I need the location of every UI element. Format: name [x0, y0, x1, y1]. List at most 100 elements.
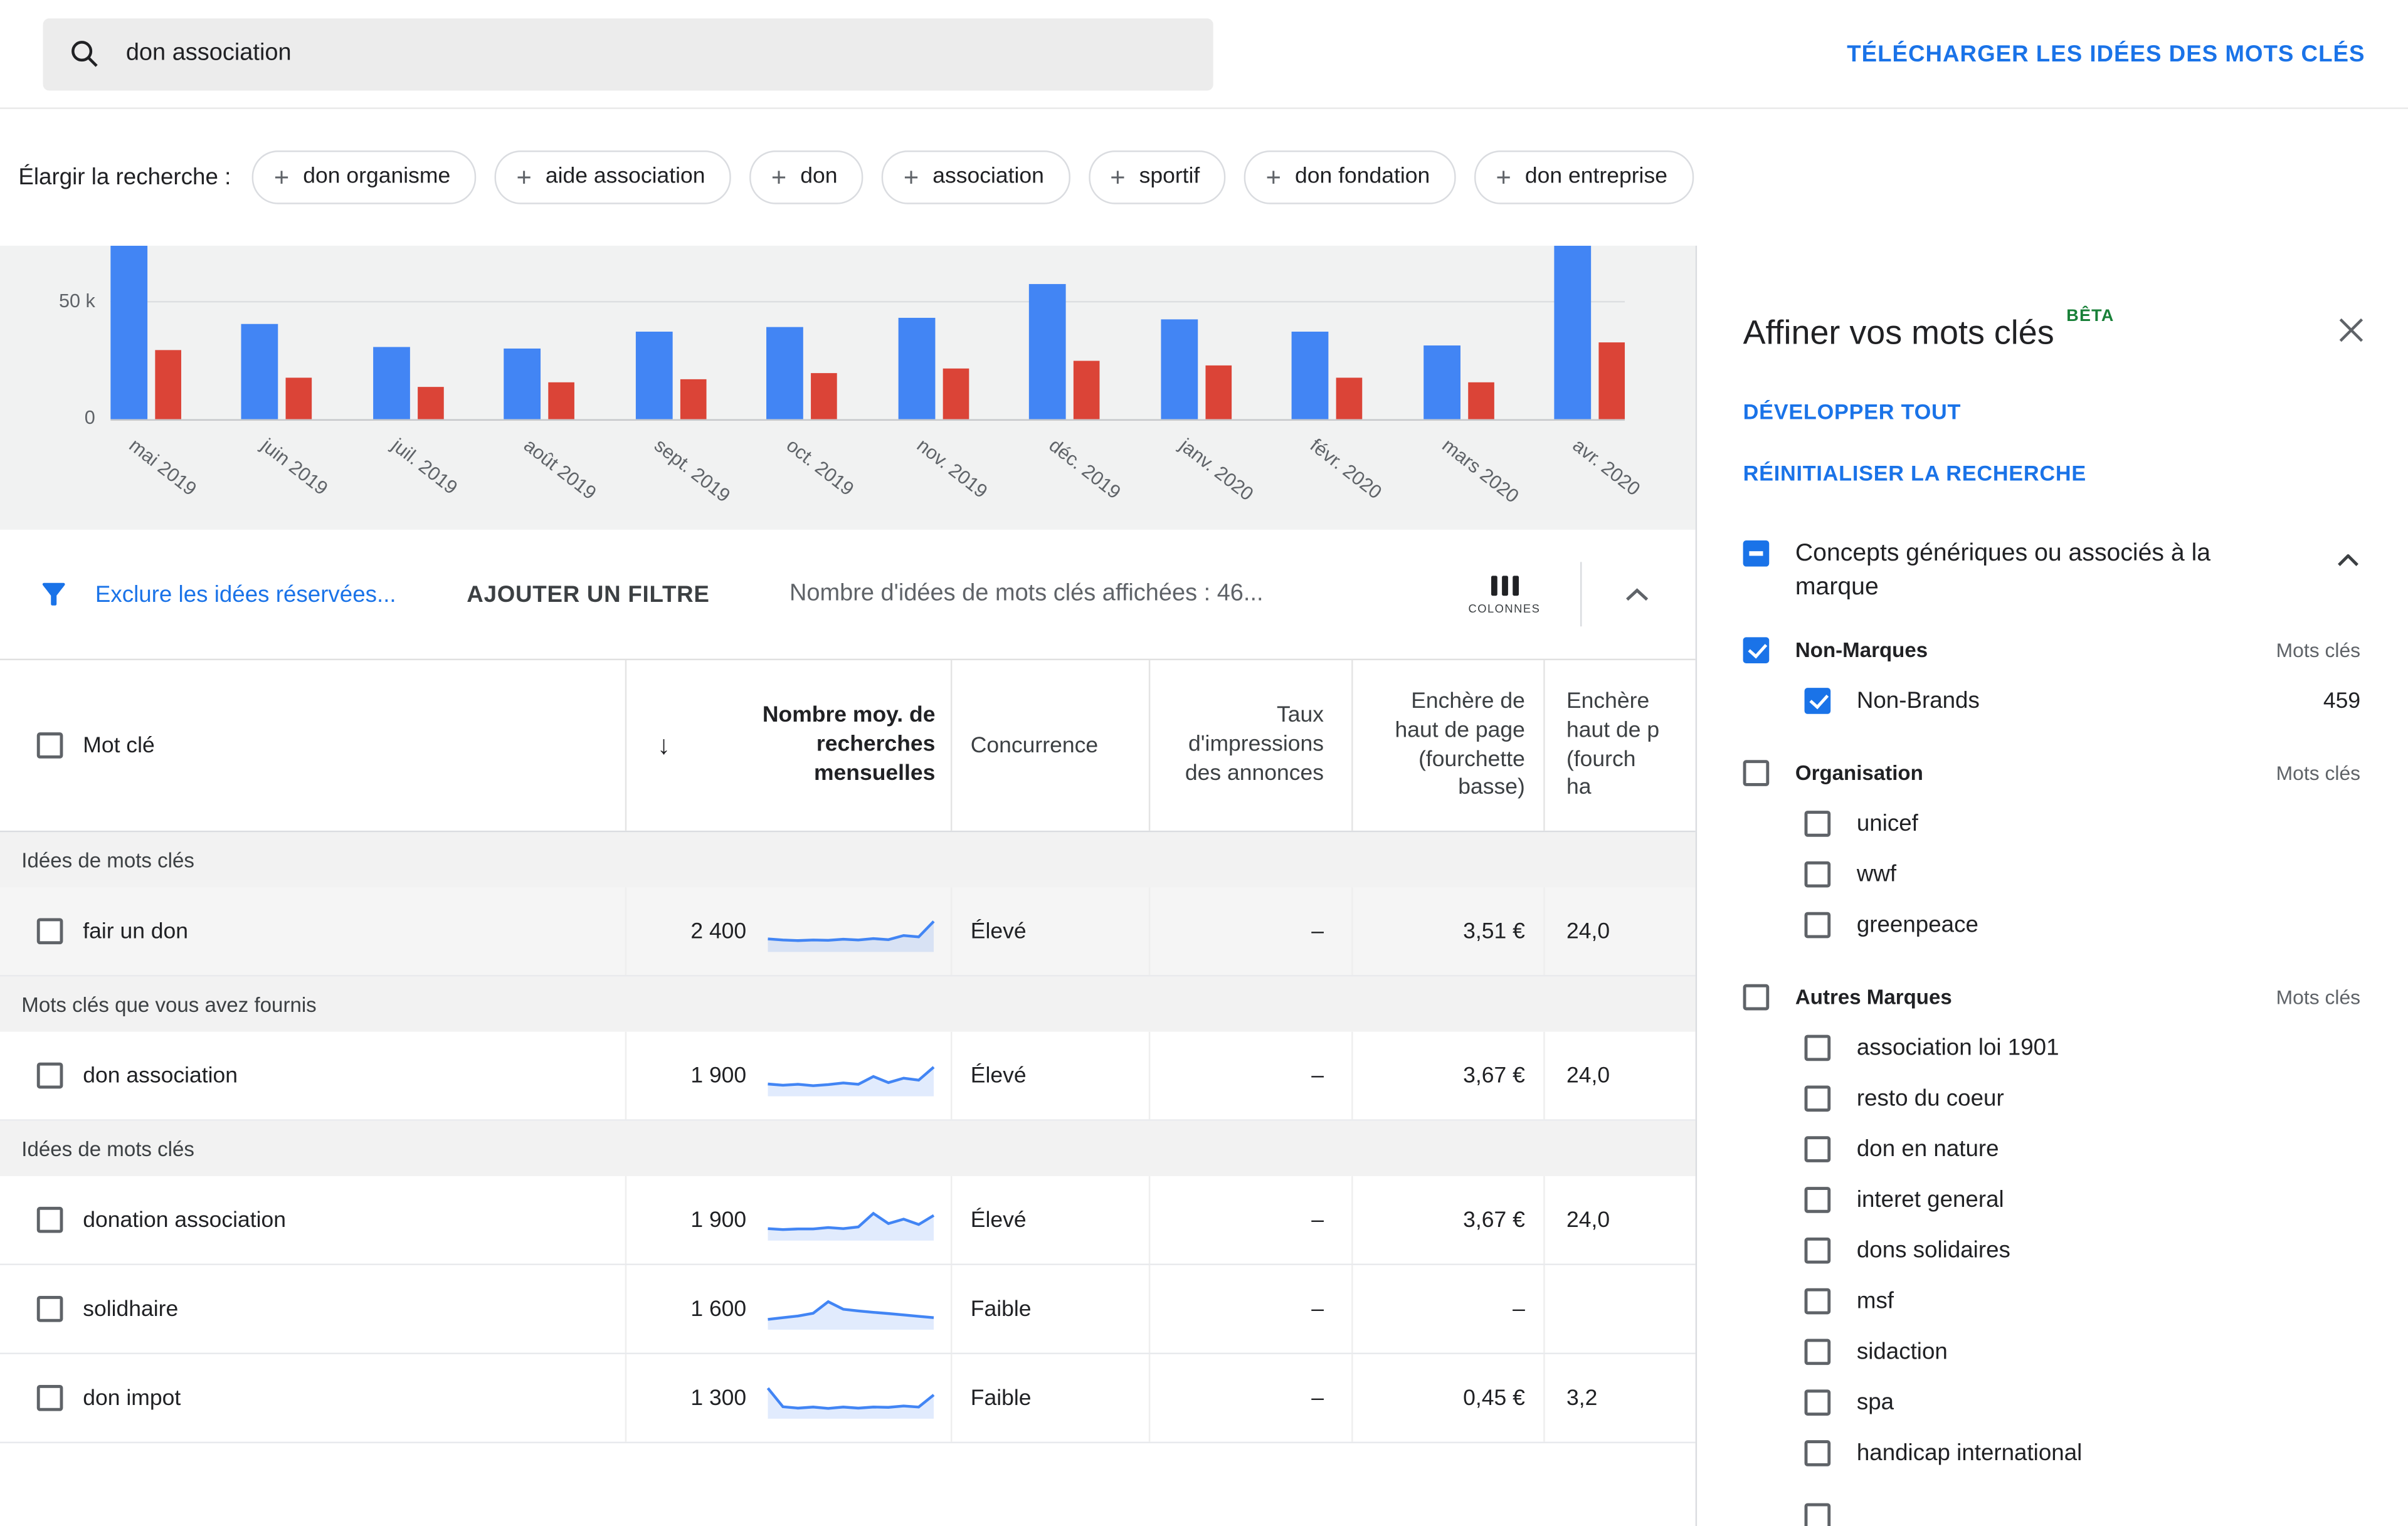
- x-axis-label: oct. 2019: [782, 434, 857, 500]
- table-row[interactable]: solidhaire 1 600 Faible – –: [0, 1265, 1696, 1354]
- checkbox[interactable]: [1743, 760, 1770, 787]
- checkbox[interactable]: [1805, 811, 1831, 838]
- broaden-search-row: Élargir la recherche : +don organisme +a…: [0, 109, 2408, 245]
- table-row[interactable]: donation association 1 900 Élevé – 3,67 …: [0, 1176, 1696, 1265]
- checkbox[interactable]: [1805, 1339, 1831, 1366]
- checkbox[interactable]: [1805, 1187, 1831, 1214]
- row-checkbox[interactable]: [37, 1296, 63, 1322]
- row-checkbox[interactable]: [37, 1385, 63, 1411]
- download-keyword-ideas-link[interactable]: TÉLÉCHARGER LES IDÉES DES MOTS CLÉS: [1847, 41, 2365, 67]
- section-header-keyword-ideas: Idées de mots clés: [0, 832, 1696, 887]
- header-keyword[interactable]: Mot clé: [0, 660, 625, 831]
- refine-group-label: Concepts génériques ou associés à la mar…: [1795, 537, 2256, 604]
- impression-share-cell: –: [1149, 888, 1351, 976]
- header-top-bid-low[interactable]: Enchère de haut de page (fourchette bass…: [1351, 660, 1543, 831]
- y-axis-tick-0: 0: [37, 407, 95, 428]
- columns-button[interactable]: COLONNES: [1468, 574, 1540, 615]
- refine-panel-title: Affiner vos mots clés: [1743, 313, 2054, 354]
- refine-item-label: spa: [1857, 1390, 1894, 1416]
- x-axis-label: août 2019: [519, 434, 599, 504]
- chip-list: +don organisme +aide association +don +a…: [253, 150, 1694, 204]
- expand-all-link[interactable]: DÉVELOPPER TOUT: [1743, 399, 2408, 424]
- refine-group-header[interactable]: Concepts génériques ou associés à la mar…: [1743, 537, 2408, 604]
- x-axis-label: avr. 2020: [1569, 434, 1644, 500]
- refine-item-msf[interactable]: msf: [1805, 1276, 2408, 1327]
- chip-don-fondation[interactable]: +don fondation: [1244, 150, 1456, 204]
- keyword-search-box[interactable]: [43, 18, 1213, 90]
- refine-item-label: dons solidaires: [1857, 1238, 2010, 1264]
- header-competition[interactable]: Concurrence: [951, 660, 1149, 831]
- chip-don-entreprise[interactable]: +don entreprise: [1474, 150, 1693, 204]
- checkbox[interactable]: [1805, 1441, 1831, 1467]
- chip-aide-association[interactable]: +aide association: [495, 150, 731, 204]
- checkbox[interactable]: [1805, 1503, 1831, 1526]
- search-input[interactable]: [123, 38, 1187, 69]
- row-checkbox[interactable]: [37, 918, 63, 945]
- close-icon: [2337, 316, 2365, 344]
- refine-item-label: Non-Brands: [1857, 688, 1980, 715]
- table-row[interactable]: don association 1 900 Élevé – 3,67 € 24,…: [0, 1032, 1696, 1121]
- row-checkbox[interactable]: [37, 1207, 63, 1233]
- refine-item-label: resto du coeur: [1857, 1086, 2004, 1112]
- chevron-up-icon: [2337, 554, 2358, 567]
- refine-item-partial[interactable]: [1805, 1491, 2408, 1526]
- header-impression-share[interactable]: Taux d'impressions des annonces: [1149, 660, 1351, 831]
- checkbox[interactable]: [1805, 1137, 1831, 1163]
- checkbox[interactable]: [1805, 1035, 1831, 1061]
- reset-search-link[interactable]: RÉINITIALISER LA RECHERCHE: [1743, 461, 2408, 485]
- checkbox[interactable]: [1805, 861, 1831, 888]
- chip-label: don: [800, 164, 837, 189]
- checkbox[interactable]: [1805, 1390, 1831, 1416]
- checkbox[interactable]: [1805, 688, 1831, 715]
- header-keyword-label: Mot clé: [83, 733, 154, 757]
- content-area: 50 k 0 mai 2019juin 2019juil. 2019août 2…: [0, 246, 2408, 1526]
- refine-item-dons-solidaires[interactable]: dons solidaires: [1805, 1226, 2408, 1276]
- refine-item-handicap-international[interactable]: handicap international: [1805, 1428, 2408, 1479]
- chip-don[interactable]: +don: [750, 150, 864, 204]
- refine-item-spa[interactable]: spa: [1805, 1377, 2408, 1428]
- plus-icon: +: [1496, 164, 1511, 190]
- header-avg-monthly-searches[interactable]: ↓ Nombre moy. de recherches mensuelles: [625, 660, 951, 831]
- checkbox[interactable]: [1805, 1086, 1831, 1112]
- top-bid-low-cell: –: [1351, 1265, 1543, 1353]
- collapse-table-button[interactable]: [1615, 578, 1659, 610]
- refine-item-resto-du-coeur[interactable]: resto du coeur: [1805, 1073, 2408, 1124]
- bar-group-janv. 2020: janv. 2020: [1161, 246, 1232, 419]
- refine-item-label: handicap international: [1857, 1441, 2082, 1467]
- impression-share-cell: –: [1149, 1354, 1351, 1442]
- table-row[interactable]: fair un don 2 400 Élevé – 3,51 € 24,0: [0, 888, 1696, 977]
- row-checkbox[interactable]: [37, 1063, 63, 1089]
- checkbox[interactable]: [1743, 984, 1770, 1011]
- refine-item-unicef[interactable]: unicef: [1805, 799, 2408, 850]
- checkbox[interactable]: [1805, 912, 1831, 939]
- refine-item-organisation[interactable]: OrganisationMots clés: [1743, 748, 2408, 799]
- collapse-group-button[interactable]: [2337, 547, 2358, 574]
- refine-item-sidaction[interactable]: sidaction: [1805, 1327, 2408, 1377]
- chip-sportif[interactable]: +sportif: [1089, 150, 1226, 204]
- refine-item-wwf[interactable]: wwf: [1805, 850, 2408, 900]
- bar-red: [287, 377, 313, 419]
- checkbox[interactable]: [1805, 1288, 1831, 1315]
- bar-group-nov. 2019: nov. 2019: [898, 246, 969, 419]
- header-top-bid-high[interactable]: Enchère haut de p (fourch ha: [1543, 660, 1695, 831]
- exclude-reserved-ideas-link[interactable]: Exclure les idées réservées...: [95, 581, 396, 608]
- chip-association[interactable]: +association: [882, 150, 1070, 204]
- chip-don-organisme[interactable]: +don organisme: [253, 150, 477, 204]
- refine-item-non-marques[interactable]: Non-MarquesMots clés: [1743, 625, 2408, 676]
- select-all-checkbox[interactable]: [37, 732, 63, 759]
- refine-item-don-en-nature[interactable]: don en nature: [1805, 1124, 2408, 1175]
- competition-cell: Faible: [951, 1354, 1149, 1442]
- checkbox[interactable]: [1805, 1238, 1831, 1264]
- table-row[interactable]: don impot 1 300 Faible – 0,45 € 3,2: [0, 1354, 1696, 1443]
- add-filter-button[interactable]: AJOUTER UN FILTRE: [467, 581, 709, 608]
- refine-item-interet-general[interactable]: interet general: [1805, 1175, 2408, 1226]
- close-panel-button[interactable]: [2337, 316, 2365, 351]
- refine-item-non-brands[interactable]: Non-Brands459: [1805, 676, 2408, 727]
- bar-red: [1205, 366, 1232, 419]
- refine-item-association-loi-1901[interactable]: association loi 1901: [1805, 1023, 2408, 1073]
- group-checkbox[interactable]: [1743, 540, 1770, 567]
- plus-icon: +: [1266, 164, 1281, 190]
- refine-item-greenpeace[interactable]: greenpeace: [1805, 900, 2408, 951]
- refine-item-autres-marques[interactable]: Autres MarquesMots clés: [1743, 972, 2408, 1023]
- checkbox[interactable]: [1743, 638, 1770, 664]
